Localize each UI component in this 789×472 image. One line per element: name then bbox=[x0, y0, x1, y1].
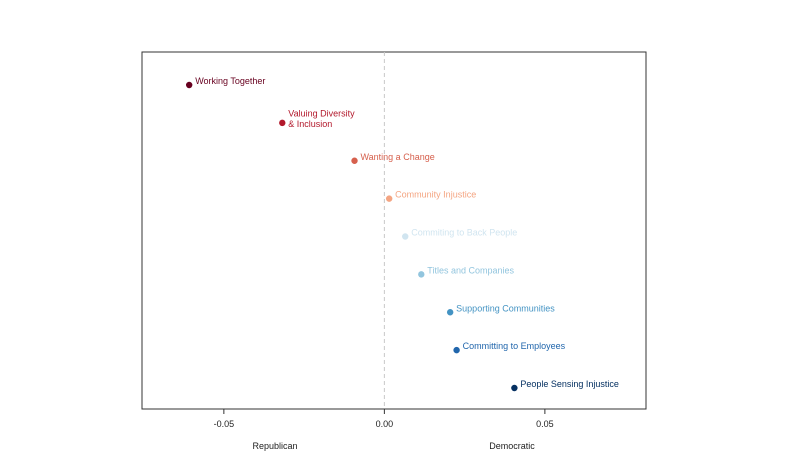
plot-frame bbox=[141, 51, 647, 410]
data-point bbox=[511, 384, 518, 392]
data-point bbox=[402, 233, 409, 240]
x-tick-label: 0.00 bbox=[376, 419, 394, 429]
point-label: Supporting Communities bbox=[456, 303, 555, 313]
data-point bbox=[185, 81, 193, 89]
data-point bbox=[418, 271, 425, 278]
point-label: People Sensing Injustice bbox=[520, 379, 619, 389]
x-axis-ticks: -0.05 0.00 0.05 bbox=[214, 409, 554, 429]
point-label: Community Injustice bbox=[395, 190, 476, 200]
group-label-right: Democratic bbox=[489, 441, 535, 451]
data-point bbox=[351, 157, 358, 164]
point-label: Committing to Employees bbox=[463, 341, 566, 351]
point-label: Wanting a Change bbox=[361, 152, 435, 162]
data-point bbox=[446, 309, 454, 316]
point-label: Working Together bbox=[195, 76, 265, 86]
x-tick-label: 0.05 bbox=[536, 419, 554, 429]
point-label: Valuing Diversity & Inclusion bbox=[288, 109, 355, 130]
x-tick-label: -0.05 bbox=[214, 419, 235, 429]
point-label: Commiting to Back People bbox=[411, 228, 517, 238]
data-point bbox=[453, 346, 460, 354]
data-point bbox=[279, 119, 286, 127]
point-label: Titles and Companies bbox=[427, 265, 514, 275]
data-points: Working Together Valuing Diversity & Inclu… bbox=[185, 76, 619, 392]
group-label-left: Republican bbox=[252, 441, 297, 451]
data-point bbox=[385, 195, 393, 202]
